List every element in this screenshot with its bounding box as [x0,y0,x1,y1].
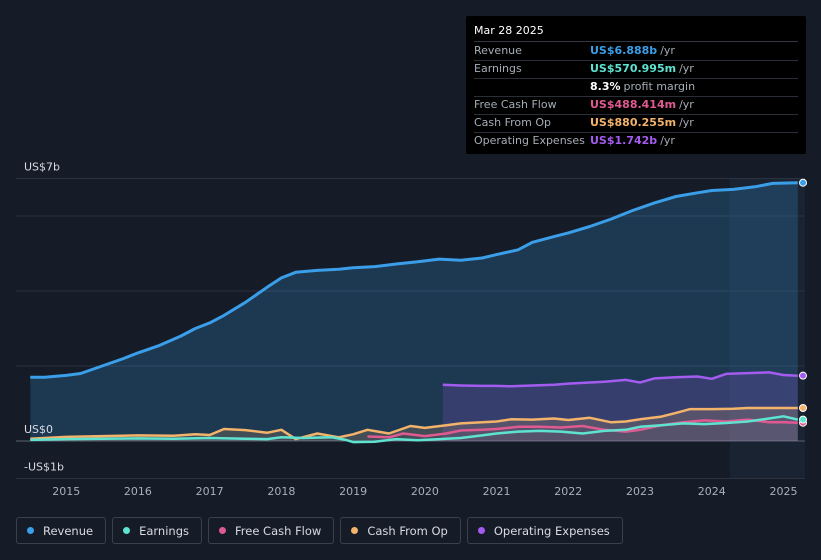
tooltip-row-unit: /yr [660,134,675,147]
x-tick-label: 2020 [411,485,439,498]
tooltip-row: Operating Expenses US$1.742b/yr [474,133,798,150]
x-tick-label: 2025 [769,485,797,498]
legend-dot-icon [27,527,34,534]
series-endpoint-earnings [799,415,807,424]
legend-item-operating-expenses[interactable]: Operating Expenses [466,517,623,544]
legend-dot-icon [219,527,226,534]
tooltip-row-label: Revenue [474,44,522,57]
tooltip-row-unit: /yr [679,116,694,129]
tooltip-row: Earnings US$570.995m/yr [474,61,798,79]
chart-legend: Revenue Earnings Free Cash Flow Cash From O… [16,517,623,544]
x-tick-label: 2019 [339,485,367,498]
tooltip-row: Revenue US$6.888b/yr [474,43,798,61]
legend-dot-icon [351,527,359,534]
series-line-cash-from-op [30,406,798,441]
legend-label: Earnings [139,523,189,538]
tooltip-row-unit: /yr [660,44,675,57]
series-line-revenue [30,181,798,379]
x-tick-label: 2017 [196,485,224,498]
x-tick-label: 2022 [554,485,582,498]
tooltip-date: Mar 28 2025 [474,24,798,42]
legend-label: Cash From Op [367,523,448,538]
legend-label: Revenue [43,523,94,538]
x-tick-label: 2018 [267,485,295,498]
tooltip-row-unit: /yr [679,98,694,111]
legend-item-earnings[interactable]: Earnings [112,517,202,544]
tooltip-row-value: US$6.888b [590,44,658,57]
series-line-free-cash-flow [367,418,798,439]
series-area-cash-from-op [30,408,798,441]
data-tooltip: Mar 28 2025 Revenue US$6.888b/yr Earnings U… [466,16,806,154]
series-line-earnings [30,415,799,444]
tooltip-row-unit: profit margin [623,80,696,93]
series-endpoint-operating-expenses [799,371,807,380]
forecast-region [729,178,805,478]
tooltip-row-label: Cash From Op [474,116,552,129]
tooltip-row-value: US$1.742b [590,134,658,147]
x-tick-label: 2023 [626,485,654,498]
series-area-revenue [30,182,798,441]
tooltip-row-value: US$488.414m [590,98,677,111]
legend-item-free-cash-flow[interactable]: Free Cash Flow [208,517,335,544]
x-tick-label: 2015 [52,485,80,498]
tooltip-row: 8.3% profit margin [474,79,798,97]
legend-item-revenue[interactable]: Revenue [16,517,107,544]
series-endpoint-revenue [799,178,807,187]
legend-dot-icon [123,527,131,534]
tooltip-row-label: Free Cash Flow [474,98,557,111]
tooltip-row-label [474,79,590,96]
y-tick-label: -US$1b [24,461,64,474]
tooltip-row-value: US$880.255m [590,116,677,129]
x-tick-label: 2024 [698,485,726,498]
legend-dot-icon [477,527,485,534]
tooltip-row: Free Cash Flow US$488.414m/yr [474,97,798,115]
tooltip-row-unit: /yr [679,62,694,75]
tooltip-row-value: US$570.995m [590,62,677,75]
tooltip-row-label: Operating Expenses [474,134,585,147]
x-tick-label: 2016 [124,485,152,498]
legend-label: Operating Expenses [493,523,610,538]
series-endpoint-cash-from-op [799,404,807,412]
series-line-operating-expenses [442,371,798,388]
legend-item-cash-from-op[interactable]: Cash From Op [340,517,461,544]
x-tick-label: 2021 [483,485,511,498]
tooltip-row: Cash From Op US$880.255m/yr [474,115,798,133]
tooltip-row-label: Earnings [474,62,522,75]
y-tick-label: US$7b [24,161,60,174]
tooltip-row-value: 8.3% [590,80,621,93]
legend-label: Free Cash Flow [235,523,322,538]
y-tick-label: US$0 [24,423,53,436]
